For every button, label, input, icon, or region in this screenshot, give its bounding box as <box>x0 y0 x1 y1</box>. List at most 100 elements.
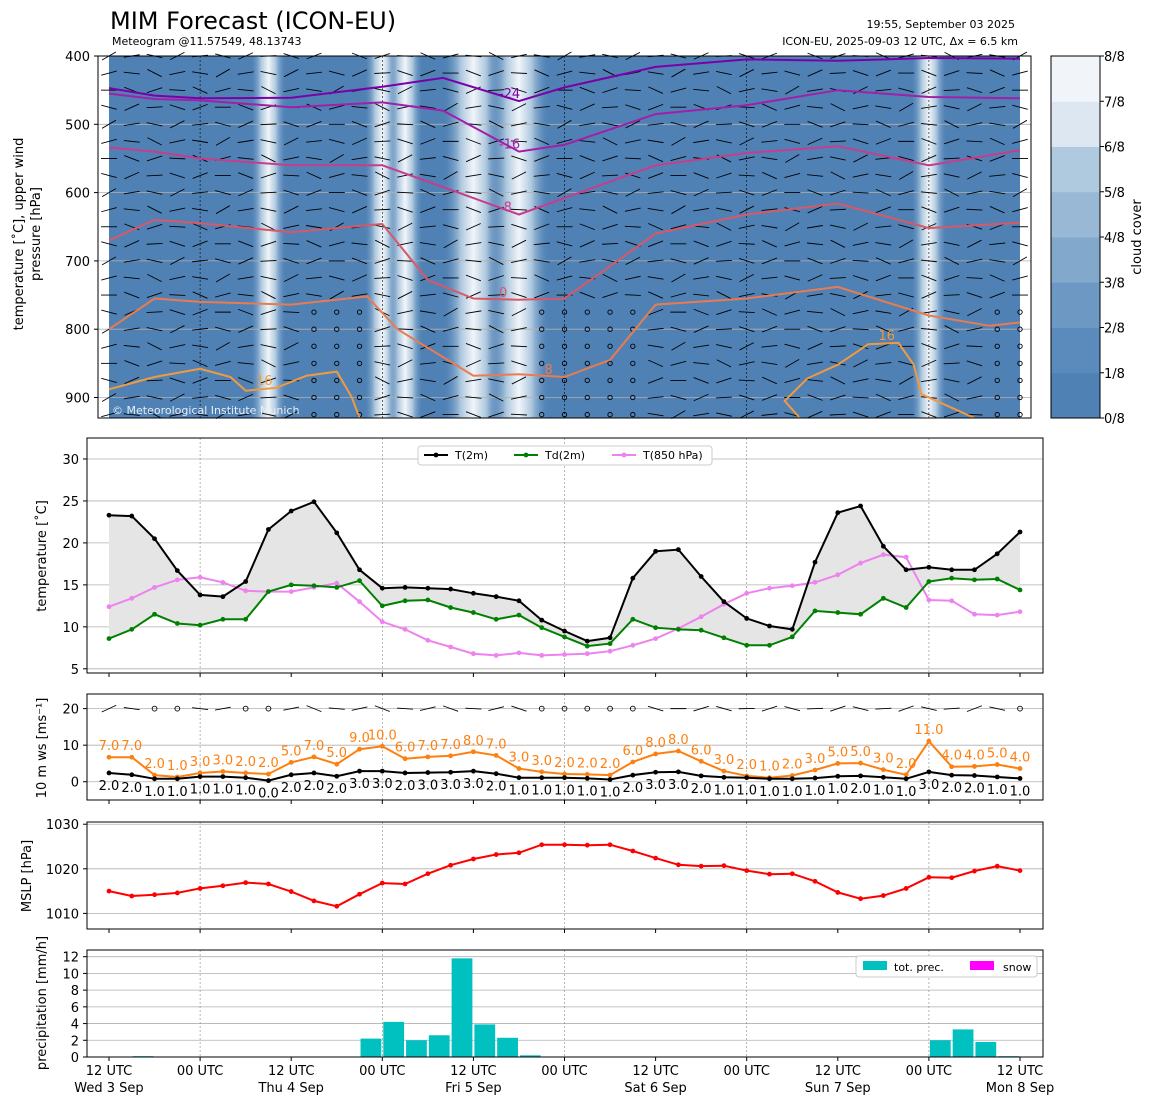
mean-wind-value-label: 1.0 <box>554 784 575 799</box>
mean-wind-value-label: 3.0 <box>668 778 689 793</box>
wind-barb <box>305 276 322 280</box>
wind-barb <box>921 411 937 418</box>
wind-barb <box>647 377 664 384</box>
wind-barb <box>784 377 801 383</box>
wind-barb <box>328 70 345 76</box>
wind-barb <box>875 225 892 229</box>
wind-barb <box>283 121 299 128</box>
colorbar-segment <box>1051 327 1100 374</box>
t2m-point <box>334 530 340 536</box>
wind-barb <box>966 122 983 127</box>
wind-barb <box>261 222 276 231</box>
wind-barb <box>147 69 162 78</box>
wind-barb <box>534 155 550 162</box>
wind-barb <box>875 378 892 383</box>
calm-marker <box>311 326 317 332</box>
gust-value-label: 7.0 <box>99 739 120 754</box>
wind-barb <box>351 156 368 161</box>
wind-barb <box>510 208 527 211</box>
t2m-point <box>675 547 681 553</box>
wind-barb <box>920 191 937 194</box>
wind-barb <box>807 69 823 77</box>
surface-wind-barb <box>328 707 345 710</box>
wind-barb <box>374 88 391 93</box>
wind-barb <box>488 294 505 296</box>
calm-marker <box>539 343 545 349</box>
wind-barb <box>192 308 208 316</box>
wind-barb <box>192 71 209 75</box>
mslp-point <box>357 891 362 897</box>
calm-marker <box>584 343 590 349</box>
mslp-point <box>516 850 522 856</box>
td2m-point <box>402 598 408 604</box>
wind-barb <box>807 225 823 229</box>
wind-barb <box>898 395 914 401</box>
t2m-point <box>197 592 203 598</box>
surface-wind-barb <box>716 705 732 712</box>
wind-barb <box>966 277 983 279</box>
gust-point <box>220 769 226 774</box>
pressure-tick-label: 500 <box>65 118 90 133</box>
wind-barb <box>420 188 436 197</box>
y-tick-label: 0 <box>71 1051 79 1066</box>
t2m-point <box>243 579 249 584</box>
wind-barb <box>830 258 846 264</box>
wind-barb <box>123 259 140 263</box>
wind-barb <box>465 138 482 145</box>
wind-barb <box>624 139 641 144</box>
calm-marker <box>994 343 1000 349</box>
wind-barb <box>261 359 276 368</box>
gust-point <box>402 756 408 762</box>
isotherms: -24 -16 -8 0 8 16 16 <box>108 56 1021 419</box>
wind-barb <box>785 154 800 163</box>
date-tick-label: Fri 5 Sep <box>445 1081 502 1096</box>
wind-barb <box>715 191 732 194</box>
colorbar-segment <box>1051 372 1100 419</box>
mslp-point <box>471 856 476 862</box>
colorbar-tick-label: 1/8 <box>1104 367 1125 382</box>
wind-barb <box>693 257 709 265</box>
td2m-point <box>1017 587 1023 593</box>
wind-barb <box>169 70 186 76</box>
t2m-point <box>174 568 180 574</box>
wind-barb <box>784 104 801 110</box>
wind-barb <box>875 88 892 92</box>
wind-barb <box>374 208 391 211</box>
wind-barb <box>101 343 117 349</box>
gust-value-label: 3.0 <box>714 753 735 768</box>
t2m-point <box>106 512 112 518</box>
wind-barb <box>761 257 778 265</box>
td2m-point <box>516 612 522 618</box>
wind-barb <box>124 291 140 299</box>
wind-barb <box>738 379 755 382</box>
surface-wind-barb <box>761 705 778 712</box>
wind-barb <box>192 86 208 94</box>
gust-value-label: 2.0 <box>144 757 165 772</box>
gust-point <box>721 768 727 774</box>
forecast-timestamp: 19:55, September 03 2025 <box>867 18 1015 31</box>
wind-barb <box>260 396 277 399</box>
td2m-point <box>653 625 658 631</box>
wind-barb <box>943 173 960 178</box>
calm-marker <box>1017 360 1023 367</box>
wind-barb <box>716 291 732 300</box>
colorbar-label: cloud cover <box>1130 199 1145 275</box>
wind-barb <box>146 292 163 298</box>
mslp-point <box>721 863 727 869</box>
wind-barb <box>374 394 391 401</box>
surface-wind-barb <box>693 705 709 712</box>
wind-barb <box>921 69 937 77</box>
wind-barb <box>875 393 891 402</box>
calm-marker <box>584 411 590 418</box>
wind-barb <box>442 395 459 401</box>
wind-barb <box>943 157 960 160</box>
surface-wind-barb <box>989 706 1006 711</box>
wind-barb <box>124 171 140 180</box>
calm-marker <box>356 343 363 349</box>
mean-wind-value-label: 1.0 <box>144 785 165 800</box>
surface-wind-barb <box>419 706 436 711</box>
mslp-point <box>812 878 818 884</box>
td2m-point <box>835 610 841 615</box>
wind-barb <box>465 411 482 418</box>
